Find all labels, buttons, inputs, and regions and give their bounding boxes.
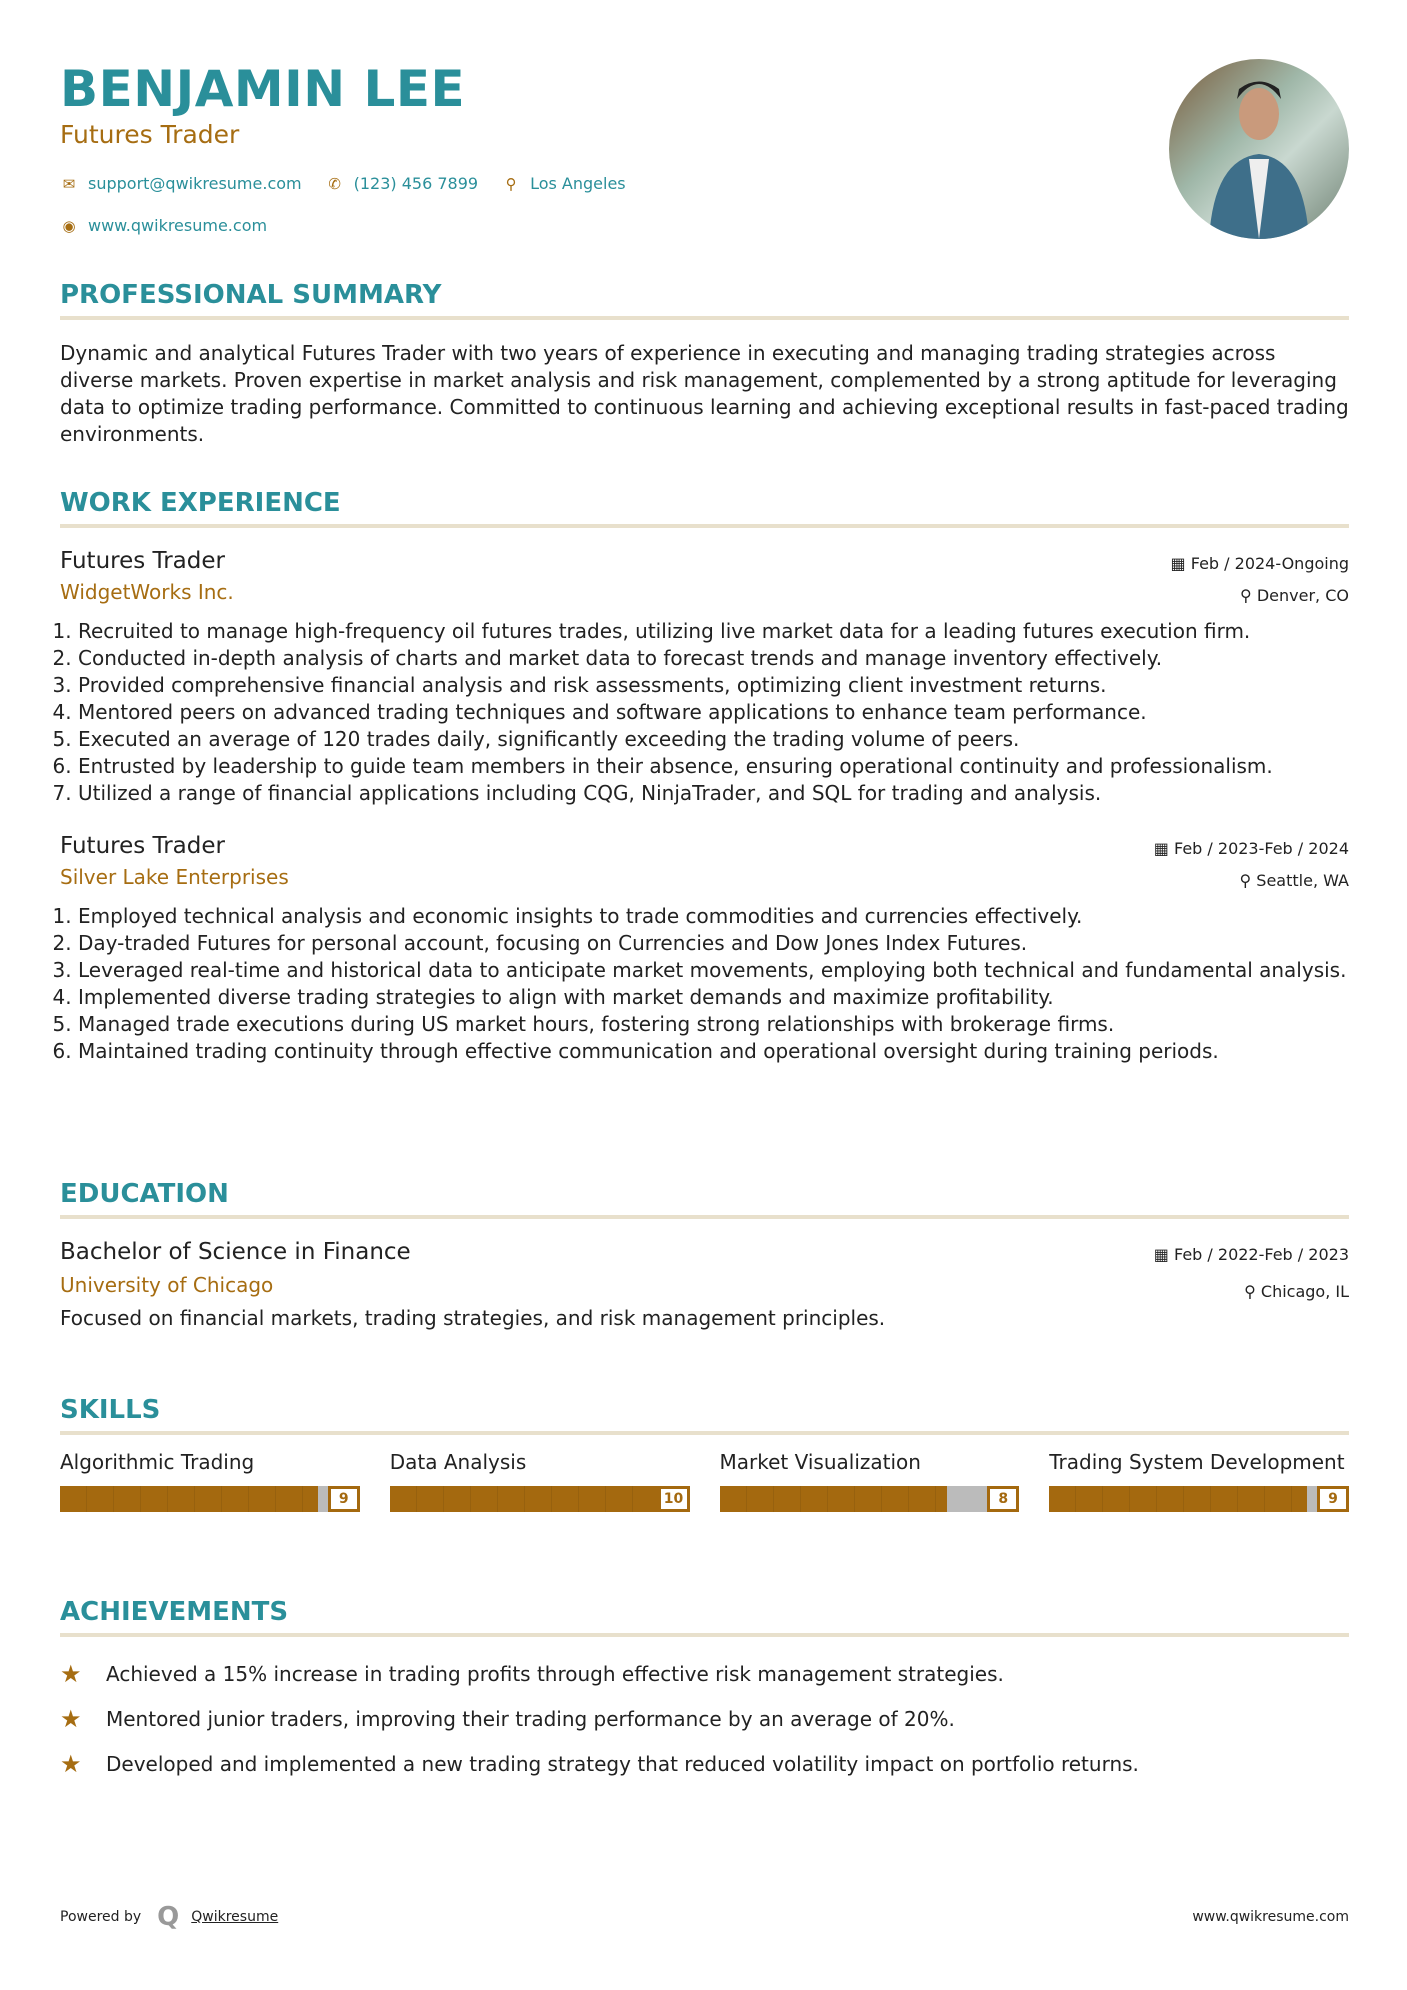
achievement-item: ★ Developed and implemented a new trading… <box>60 1749 1139 1778</box>
company-name: WidgetWorks Inc. <box>60 580 234 604</box>
list-item: Employed technical analysis and economic… <box>78 903 1349 930</box>
powered-by-label: Powered by <box>60 1909 142 1925</box>
job-bullets: Employed technical analysis and economic… <box>60 903 1349 1065</box>
list-item: Day-traded Futures for personal account,… <box>78 930 1349 957</box>
skill-level: 8 <box>987 1486 1020 1512</box>
divider <box>60 1215 1349 1219</box>
skill-level: 10 <box>657 1486 690 1512</box>
section-heading: PROFESSIONAL SUMMARY <box>60 280 442 310</box>
achievement-item: ★ Achieved a 15% increase in trading prof… <box>60 1659 1004 1688</box>
job-entry: ▦ Feb / 2024-Ongoing ⚲ Denver, CO Future… <box>60 548 1349 807</box>
skill-level: 9 <box>1317 1486 1349 1512</box>
achievement-item: ★ Mentored junior traders, improving thei… <box>60 1704 955 1733</box>
map-pin-icon: ⚲ <box>505 174 517 193</box>
footer-website[interactable]: www.qwikresume.com <box>1192 1909 1349 1925</box>
calendar-icon: ▦ <box>1153 1245 1174 1264</box>
star-icon: ★ <box>60 1659 82 1688</box>
job-location: ⚲ Seattle, WA <box>1239 871 1349 890</box>
skill-item: Trading System Development 9 <box>1049 1449 1349 1512</box>
job-entry: ▦ Feb / 2023-Feb / 2024 ⚲ Seattle, WA Fu… <box>60 833 1349 1065</box>
skill-bar: 9 <box>60 1486 360 1512</box>
website-row: ◉ www.qwikresume.com <box>60 216 281 235</box>
section-heading: ACHIEVEMENTS <box>60 1597 289 1627</box>
divider <box>60 1431 1349 1435</box>
achievements-section: ACHIEVEMENTS ★ Achieved a 15% increase in… <box>60 1597 1349 1786</box>
skill-bar-fill <box>1049 1486 1308 1512</box>
phone-text: (123) 456 7899 <box>353 174 479 193</box>
list-item: Managed trade executions during US marke… <box>78 1011 1349 1038</box>
brand-link[interactable]: Qwikresume <box>191 1909 279 1925</box>
skill-name: Data Analysis <box>389 1450 527 1474</box>
skill-name: Algorithmic Trading <box>60 1450 255 1474</box>
divider <box>60 316 1349 320</box>
skill-item: Data Analysis 10 <box>389 1449 690 1512</box>
divider <box>60 1633 1349 1637</box>
skill-bar: 10 <box>389 1486 690 1512</box>
list-item: Conducted in-depth analysis of charts an… <box>78 645 1349 672</box>
footer: Powered by Q Qwikresume www.qwikresume.c… <box>60 1902 1349 1932</box>
globe-icon: ◉ <box>62 216 76 235</box>
skills-list: Algorithmic Trading 9 Data Analysis 10 Mar… <box>60 1449 1349 1512</box>
envelope-icon: ✉ <box>62 174 76 193</box>
section-heading: WORK EXPERIENCE <box>60 488 341 518</box>
company-name: Silver Lake Enterprises <box>60 865 289 889</box>
section-heading: EDUCATION <box>60 1179 229 1209</box>
education-entry: ▦ Feb / 2022-Feb / 2023 ⚲ Chicago, IL Ba… <box>60 1239 1349 1332</box>
summary-section: PROFESSIONAL SUMMARY Dynamic and analyti… <box>60 280 1349 448</box>
calendar-icon: ▦ <box>1153 839 1174 858</box>
summary-text: Dynamic and analytical Futures Trader wi… <box>60 341 1349 446</box>
list-item: Leveraged real-time and historical data … <box>78 957 1349 984</box>
list-item: Provided comprehensive financial analysi… <box>78 672 1349 699</box>
divider <box>60 524 1349 528</box>
degree: Bachelor of Science in Finance <box>60 1239 411 1265</box>
candidate-title: Futures Trader <box>60 120 240 149</box>
list-item: Entrusted by leadership to guide team me… <box>78 753 1349 780</box>
location-text: Los Angeles <box>530 174 626 193</box>
job-dates: ▦ Feb / 2024-Ongoing <box>1170 554 1349 573</box>
pin-icon: ⚲ <box>1239 871 1257 890</box>
skills-section: SKILLS Algorithmic Trading 9 Data Analysi… <box>60 1395 1349 1512</box>
education-location: ⚲ Chicago, IL <box>1244 1282 1349 1301</box>
section-heading: SKILLS <box>60 1395 161 1425</box>
list-item: Recruited to manage high-frequency oil f… <box>78 618 1349 645</box>
skill-bar-fill <box>719 1486 948 1512</box>
list-item: Maintained trading continuity through ef… <box>78 1038 1349 1065</box>
star-icon: ★ <box>60 1704 82 1733</box>
qwikresume-logo-icon: Q <box>157 1902 180 1932</box>
list-item: Mentored peers on advanced trading techn… <box>78 699 1349 726</box>
list-item: Utilized a range of financial applicatio… <box>78 780 1349 807</box>
pin-icon: ⚲ <box>1244 1282 1261 1301</box>
skill-name: Trading System Development <box>1049 1450 1345 1474</box>
job-dates: ▦ Feb / 2023-Feb / 2024 <box>1153 839 1349 858</box>
education-dates: ▦ Feb / 2022-Feb / 2023 <box>1153 1245 1349 1264</box>
website-link[interactable]: www.qwikresume.com <box>88 216 268 235</box>
calendar-icon: ▦ <box>1170 554 1191 573</box>
education-description: Focused on financial markets, trading st… <box>60 1306 886 1330</box>
job-title: Futures Trader <box>60 548 225 574</box>
star-icon: ★ <box>60 1749 82 1778</box>
job-title: Futures Trader <box>60 833 225 859</box>
list-item: Executed an average of 120 trades daily,… <box>78 726 1349 753</box>
skill-bar-fill <box>389 1486 690 1512</box>
skill-item: Algorithmic Trading 9 <box>60 1449 360 1512</box>
pin-icon: ⚲ <box>1240 586 1257 605</box>
job-bullets: Recruited to manage high-frequency oil f… <box>60 618 1349 807</box>
phone-icon: ✆ <box>328 174 341 193</box>
email-link[interactable]: support@qwikresume.com <box>88 174 302 193</box>
list-item: Implemented diverse trading strategies t… <box>78 984 1349 1011</box>
experience-section: WORK EXPERIENCE ▦ Feb / 2024-Ongoing ⚲ D… <box>60 488 1349 1065</box>
school: University of Chicago <box>60 1273 274 1297</box>
skill-bar: 9 <box>1049 1486 1349 1512</box>
candidate-name: BENJAMIN LEE <box>60 60 466 118</box>
skill-bar-fill <box>60 1486 318 1512</box>
skill-bar: 8 <box>719 1486 1020 1512</box>
skill-item: Market Visualization 8 <box>719 1449 1020 1512</box>
profile-photo <box>1169 59 1349 239</box>
skill-level: 9 <box>327 1486 360 1512</box>
contact-row: ✉ support@qwikresume.com ✆ (123) 456 789… <box>60 174 640 193</box>
job-location: ⚲ Denver, CO <box>1240 586 1349 605</box>
education-section: EDUCATION ▦ Feb / 2022-Feb / 2023 ⚲ Chic… <box>60 1179 1349 1332</box>
skill-name: Market Visualization <box>719 1450 921 1474</box>
